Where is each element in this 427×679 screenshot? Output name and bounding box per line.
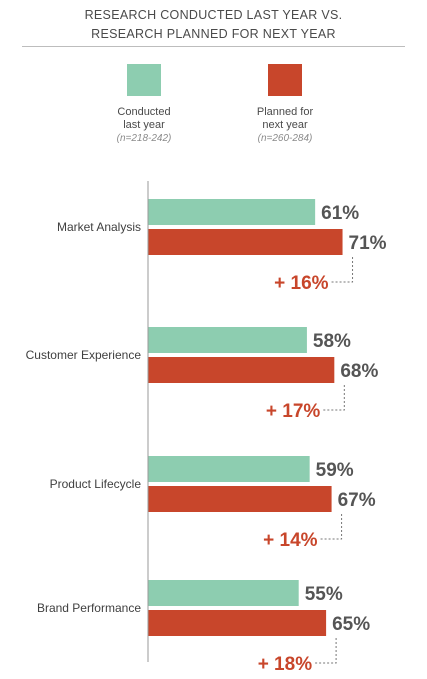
chart-title: RESEARCH CONDUCTED LAST YEAR VS. RESEARCH… <box>20 6 407 44</box>
change-label: + 18% <box>258 654 313 675</box>
legend-label-planned: Planned for next year <box>256 106 314 131</box>
change-connector <box>319 514 343 540</box>
bar-planned <box>148 357 335 383</box>
bar-planned <box>148 610 327 636</box>
change-label: + 14% <box>263 530 318 551</box>
value-label-planned: 71% <box>349 233 387 254</box>
value-label-conducted: 55% <box>305 584 343 605</box>
bar-conducted <box>148 327 307 353</box>
value-label-conducted: 58% <box>313 331 351 352</box>
change-connector <box>330 257 354 283</box>
category-label: Market Analysis <box>57 220 141 234</box>
value-label-planned: 65% <box>332 614 370 635</box>
legend-label-conducted: Conducted last year <box>117 106 171 131</box>
bar-conducted <box>148 199 316 225</box>
legend-item-planned: Planned for next year (n=260-284) <box>225 64 345 145</box>
category-label: Product Lifecycle <box>50 477 142 491</box>
change-connector <box>322 385 345 411</box>
category-label: Brand Performance <box>37 601 141 615</box>
bar-planned <box>148 486 332 512</box>
legend-sample-conducted: (n=218-242) <box>116 133 172 144</box>
title-divider <box>22 46 405 47</box>
bar-conducted <box>148 456 310 482</box>
change-label: + 16% <box>274 273 329 294</box>
bar-planned <box>148 229 343 255</box>
value-label-planned: 68% <box>340 361 378 382</box>
bar-conducted <box>148 580 299 606</box>
legend-swatch-planned <box>268 64 302 96</box>
legend-sample-planned: (n=260-284) <box>257 133 313 144</box>
chart-title-line: RESEARCH CONDUCTED LAST YEAR VS. <box>84 8 343 22</box>
change-label: + 17% <box>266 401 321 422</box>
value-label-conducted: 59% <box>316 460 354 481</box>
value-label-conducted: 61% <box>321 203 359 224</box>
legend-item-conducted: Conducted last year (n=218-242) <box>84 64 204 145</box>
value-label-planned: 67% <box>338 490 376 511</box>
category-label: Customer Experience <box>26 348 142 362</box>
legend-swatch-conducted <box>127 64 161 96</box>
chart-title-line: RESEARCH PLANNED FOR NEXT YEAR <box>91 27 336 41</box>
change-connector <box>314 638 337 664</box>
